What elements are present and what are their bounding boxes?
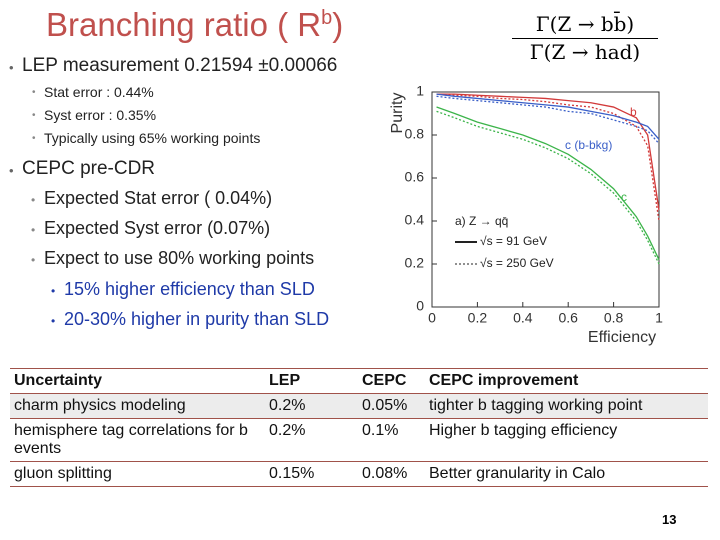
sub-bullet: Typically using 65% working points — [32, 130, 260, 146]
table-cell: Uncertainty — [10, 368, 265, 394]
table-cell: gluon splitting — [10, 461, 265, 487]
sub-bullet: Expected Stat error ( 0.04%) — [31, 188, 272, 209]
y-axis-label: Purity — [389, 93, 406, 134]
formula-denominator: Γ(Z → had) — [529, 40, 641, 64]
y-tick-label: 0.8 — [405, 126, 425, 142]
legend-label: √s = 91 GeV — [480, 234, 547, 248]
table-cell: charm physics modeling — [10, 393, 265, 419]
table-row: charm physics modeling 0.2% 0.05% tighter b… — [10, 393, 708, 419]
curve-label: c — [621, 190, 627, 204]
y-tick-label: 0.6 — [405, 169, 425, 185]
page-number: 13 — [662, 512, 677, 527]
table-cell: 0.08% — [358, 461, 425, 487]
title-end: ) — [332, 6, 344, 43]
sub-bullet: Expect to use 80% working points — [31, 248, 314, 269]
curve-label: c (b-bkg) — [565, 138, 612, 152]
bullet: LEP measurement 0.21594 ±0.00066 — [9, 55, 337, 77]
table-cell: Better granularity in Calo — [425, 461, 708, 487]
table-cell: 0.15% — [265, 461, 358, 487]
table-cell: 0.2% — [265, 393, 358, 419]
table-cell: tighter b tagging working point — [425, 393, 708, 419]
x-tick-label: 0.8 — [604, 310, 624, 326]
table-cell: CEPC — [358, 368, 425, 394]
sub-sub-bullet: 20-30% higher in purity than SLD — [51, 309, 329, 330]
table-row: gluon splitting 0.15% 0.08% Better granular… — [10, 461, 708, 487]
x-tick-label: 1 — [655, 310, 663, 326]
title-text: Branching ratio ( R — [46, 6, 322, 43]
curve — [436, 93, 660, 211]
y-tick-label: 0 — [416, 298, 424, 314]
curve — [436, 95, 660, 145]
sub-bullet: Expected Syst error (0.07%) — [31, 218, 270, 239]
table-row: hemisphere tag correlations for b events… — [10, 418, 708, 462]
legend-title: a) Z → qq̄ — [455, 214, 508, 228]
y-tick-label: 1 — [416, 83, 424, 99]
table-cell: 0.1% — [358, 418, 425, 462]
table-cell: 0.05% — [358, 393, 425, 419]
sub-bullet: Syst error : 0.35% — [32, 107, 156, 123]
plot-frame — [431, 91, 660, 308]
y-tick-label: 0.4 — [405, 212, 425, 228]
table-row: Uncertainty LEP CEPC CEPC improvement — [10, 368, 708, 394]
table-cell: LEP — [265, 368, 358, 394]
sub-bullet: Stat error : 0.44% — [32, 84, 154, 100]
x-tick-label: 0.2 — [468, 310, 488, 326]
x-tick-label: 0 — [428, 310, 436, 326]
formula: Γ(Z → bb̄) Γ(Z → had) — [512, 12, 658, 64]
curve — [436, 110, 660, 265]
curve — [436, 93, 660, 222]
slide-title: Branching ratio ( Rb) — [46, 6, 343, 44]
x-tick-label: 0.4 — [513, 310, 533, 326]
curve — [436, 106, 660, 260]
table-cell: hemisphere tag correlations for b events — [10, 418, 265, 462]
table-cell: Higher b tagging efficiency — [425, 418, 708, 462]
formula-numerator: Γ(Z → bb̄) — [512, 12, 658, 39]
table-cell: CEPC improvement — [425, 368, 708, 394]
x-tick-label: 0.6 — [558, 310, 578, 326]
y-tick-label: 0.2 — [405, 255, 425, 271]
curve — [436, 93, 660, 140]
title-sup: b — [321, 7, 333, 29]
bullet: CEPC pre-CDR — [9, 158, 155, 180]
legend-label: √s = 250 GeV — [480, 256, 554, 270]
table-cell: 0.2% — [265, 418, 358, 462]
x-axis-label: Efficiency — [588, 329, 656, 346]
plot: Purity Efficiency 0 0.2 0.4 0.6 0.8 1 0 0.2 0.4 0… — [389, 83, 663, 347]
sub-sub-bullet: 15% higher efficiency than SLD — [51, 279, 315, 300]
curve-label: b — [630, 105, 637, 119]
table: Uncertainty LEP CEPC CEPC improvement charm … — [10, 368, 708, 487]
